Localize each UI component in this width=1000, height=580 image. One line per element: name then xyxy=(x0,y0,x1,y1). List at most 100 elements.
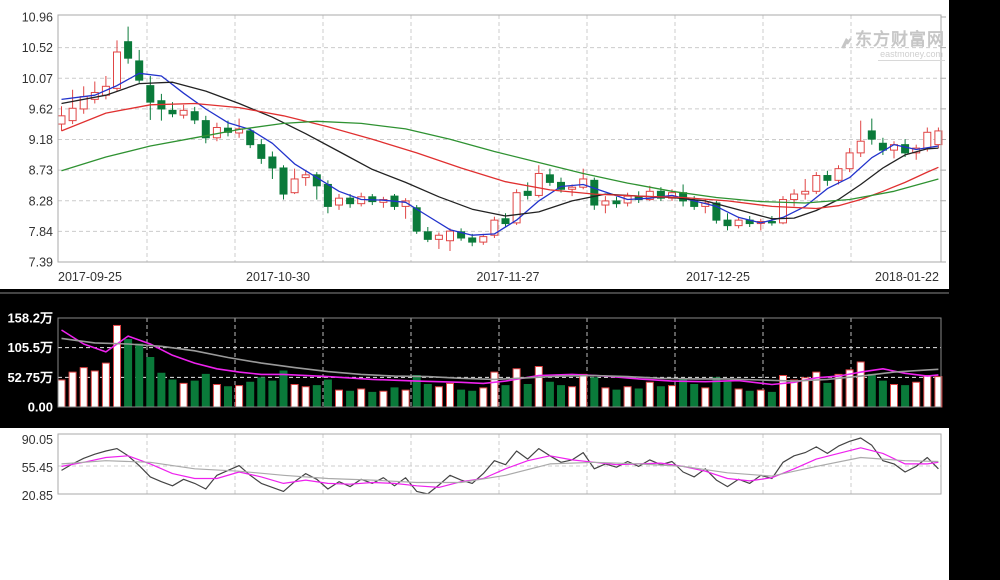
volume-bar-up xyxy=(113,324,121,408)
candle-up xyxy=(790,193,799,201)
volume-bar-up xyxy=(790,379,799,408)
volume-bar-down xyxy=(523,384,532,408)
candle-up xyxy=(734,219,743,227)
candle-up xyxy=(923,131,932,149)
volume-bar-down xyxy=(690,384,699,408)
price-axis-label: 9.18 xyxy=(29,133,53,147)
ma-line-MA20 xyxy=(61,102,939,210)
candle-up xyxy=(301,174,310,179)
candle-up xyxy=(512,192,521,224)
volume-bar-down xyxy=(190,380,199,408)
volume-axis-label: 0.00 xyxy=(28,400,53,415)
volume-bar-up xyxy=(534,366,543,408)
volume-axis-label: 52.75万 xyxy=(7,370,53,385)
candle-up xyxy=(68,107,77,122)
volume-bar-down xyxy=(878,380,887,408)
candle-up xyxy=(601,200,610,206)
volume-bar-down xyxy=(634,388,643,408)
volume-bar-up xyxy=(668,385,676,408)
volume-bar-up xyxy=(79,367,88,408)
candle-down xyxy=(767,221,776,224)
candle-up xyxy=(446,230,454,242)
volume-bar-down xyxy=(423,384,432,408)
price-plot-border xyxy=(57,14,942,263)
volume-bar-up xyxy=(701,387,710,408)
candle-up xyxy=(645,190,654,201)
volume-panel: 158.2万 105.5万 52.75万 0.00 xyxy=(0,292,949,415)
candle-up xyxy=(179,109,188,116)
volume-bar-down xyxy=(135,343,144,408)
volume-bar-up xyxy=(623,386,632,408)
volume-bar-down xyxy=(557,385,565,408)
osc-axis-label: 90.05 xyxy=(22,433,53,447)
candle-down xyxy=(246,130,255,146)
date-label: 2017-10-30 xyxy=(246,270,310,284)
candle-down xyxy=(168,109,177,115)
osc-line-G xyxy=(61,456,939,484)
volume-bar-down xyxy=(723,381,732,408)
candle-down xyxy=(257,144,266,159)
candle-up xyxy=(401,200,410,207)
candle-down xyxy=(268,156,277,169)
volume-bar-up xyxy=(235,385,244,408)
candle-up xyxy=(801,190,810,195)
ma-line-MA10 xyxy=(61,81,939,220)
candle-down xyxy=(612,200,621,205)
candle-down xyxy=(124,41,133,59)
volume-bar-down xyxy=(545,381,554,408)
volume-bar-down xyxy=(368,391,377,408)
volume-bar-down xyxy=(224,386,232,408)
osc-axis-label: 55.45 xyxy=(22,461,53,475)
candle-down xyxy=(146,85,155,103)
volume-bar-down xyxy=(201,373,210,408)
vol-ma-line-MAVOL10 xyxy=(61,337,939,382)
volume-bar-down xyxy=(346,390,355,408)
volume-bar-up xyxy=(845,369,854,408)
volume-bar-up xyxy=(734,388,743,408)
price-axis-label: 10.52 xyxy=(22,41,53,55)
oscillator-panel: 90.05 55.45 20.85 xyxy=(22,433,942,503)
candle-up xyxy=(779,199,787,224)
volume-bar-down xyxy=(168,379,177,408)
volume-bar-up xyxy=(912,381,921,408)
volume-bar-down xyxy=(656,386,665,408)
volume-axis-label: 158.2万 xyxy=(7,311,53,326)
volume-bar-down xyxy=(501,385,510,408)
candle-down xyxy=(712,202,721,221)
volume-bar-down xyxy=(279,370,288,408)
osc-plot-border xyxy=(57,433,942,495)
candle-down xyxy=(468,237,477,243)
volume-bar-down xyxy=(823,382,832,408)
volume-bar-down xyxy=(468,390,477,408)
candle-up xyxy=(357,196,366,205)
candle-up xyxy=(57,115,66,125)
candle-down xyxy=(190,111,199,121)
candle-down xyxy=(901,144,910,154)
osc-line-D xyxy=(61,447,939,488)
volume-bar-up xyxy=(179,382,188,408)
volume-axis-label: 105.5万 xyxy=(7,340,53,355)
candle-up xyxy=(579,178,588,188)
ma-line-MA60 xyxy=(61,120,939,204)
candle-up xyxy=(490,219,499,236)
price-axis-label: 8.28 xyxy=(29,194,53,208)
candle-up xyxy=(335,197,343,206)
volume-bar-up xyxy=(479,387,488,408)
candle-up xyxy=(834,168,843,181)
date-label: 2017-12-25 xyxy=(686,270,750,284)
volume-bar-down xyxy=(390,387,399,408)
osc-line-J xyxy=(61,437,939,495)
osc-axis-label: 20.85 xyxy=(22,489,53,503)
volume-bar-down xyxy=(679,379,688,408)
price-axis-label: 9.62 xyxy=(29,102,53,116)
volume-bar-up xyxy=(490,371,499,408)
candle-up xyxy=(534,172,543,196)
volume-bar-up xyxy=(856,361,865,408)
volume-bar-down xyxy=(257,377,266,408)
price-panel: 10.96 10.52 10.07 9.62 9.18 8.73 8.28 7.84 7.39 2… xyxy=(22,11,946,284)
volume-bar-up xyxy=(290,384,299,408)
candle-down xyxy=(523,190,532,196)
volume-plot-border xyxy=(57,317,942,408)
